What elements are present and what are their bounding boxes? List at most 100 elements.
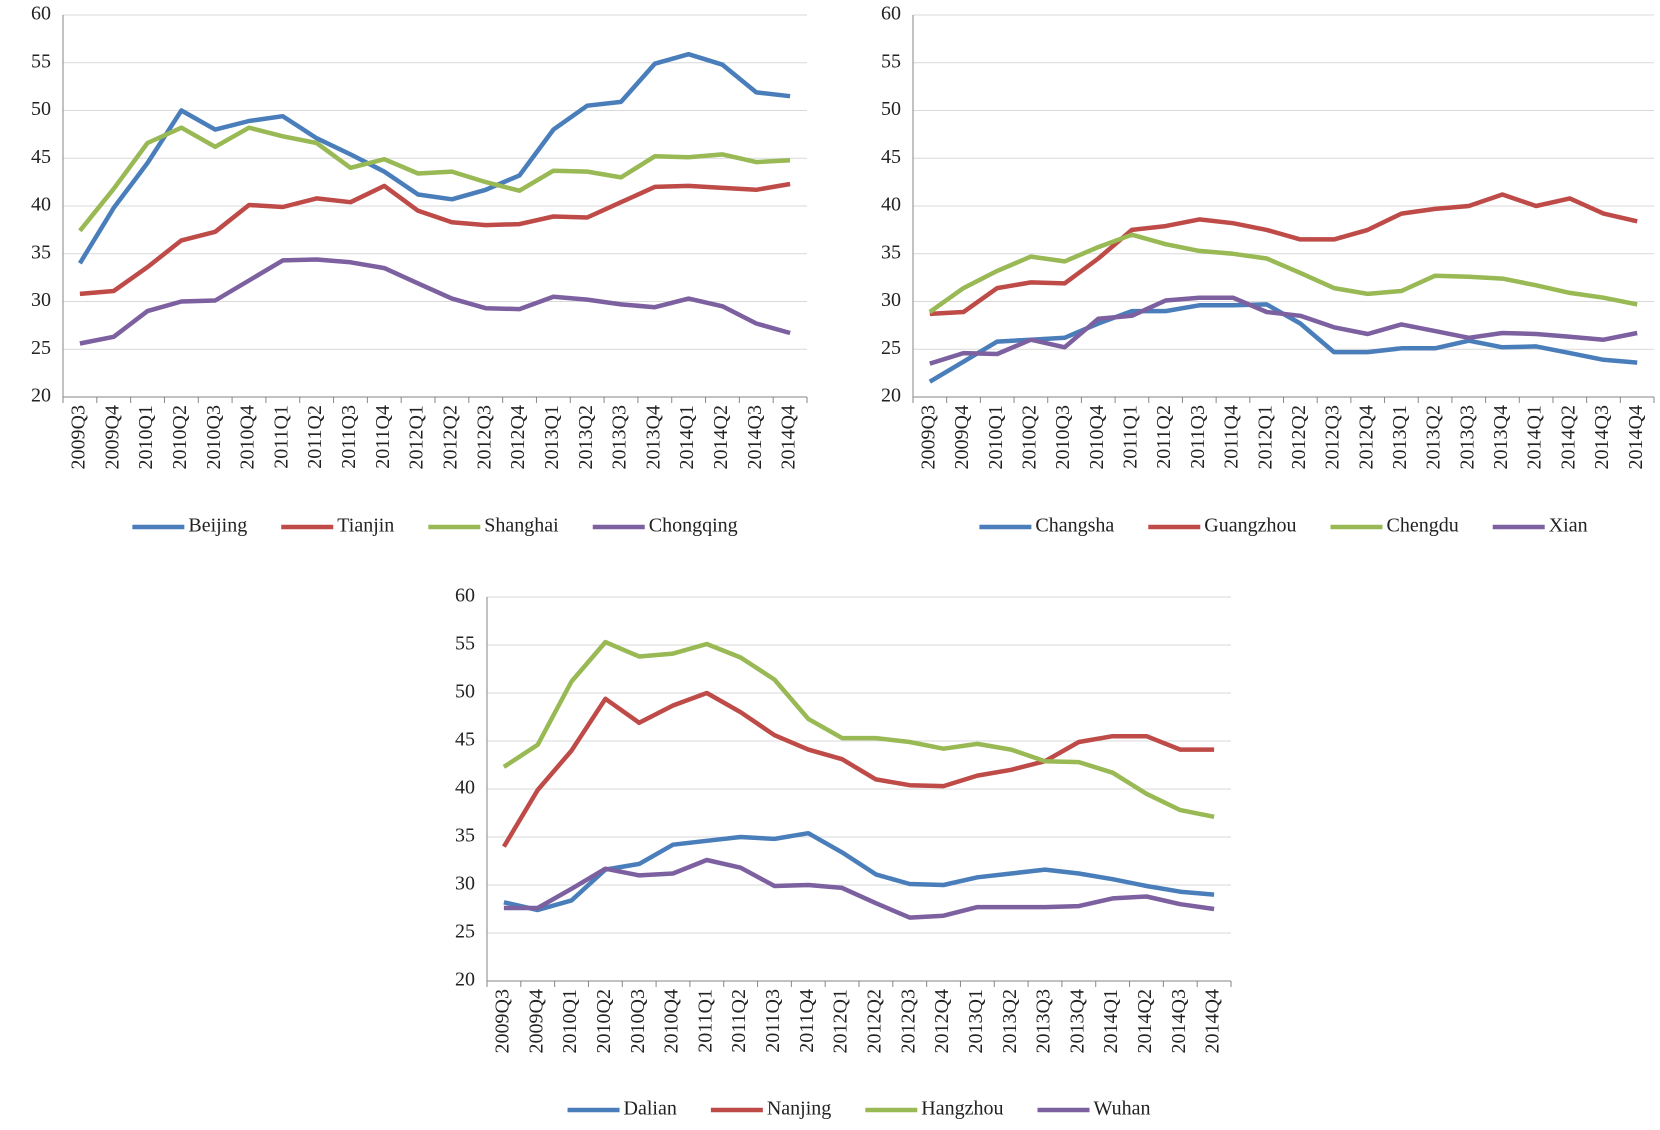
x-tick-label: 2012Q3 xyxy=(473,405,495,469)
x-tick-label: 2011Q3 xyxy=(1187,405,1209,469)
x-tick-label: 2013Q2 xyxy=(999,989,1021,1053)
y-tick-label: 40 xyxy=(31,194,51,216)
x-tick-label: 2012Q2 xyxy=(1288,405,1310,469)
x-tick-label: 2011Q2 xyxy=(1153,405,1175,469)
line-chart: 20 25 30 35 40 45 50 55 60 2009Q3 2009Q4 2010Q1 2010… xyxy=(31,3,808,537)
x-tick-label: 2009Q3 xyxy=(917,405,939,469)
x-tick-label: 2010Q2 xyxy=(593,989,615,1053)
y-tick-label: 60 xyxy=(31,3,51,25)
x-tick-label: 2010Q3 xyxy=(1052,405,1074,469)
y-tick-label: 20 xyxy=(31,385,51,407)
x-tick-label: 2011Q4 xyxy=(372,405,394,469)
x-tick-label: 2009Q4 xyxy=(101,405,123,469)
legend: Dalian Nanjing Hangzhou Wuhan xyxy=(567,1098,1151,1120)
x-tick-label: 2009Q4 xyxy=(525,989,547,1053)
x-tick-label: 2012Q1 xyxy=(406,405,428,469)
y-tick-label: 25 xyxy=(881,337,901,359)
y-tick-label: 25 xyxy=(455,921,475,943)
x-tick-label: 2011Q1 xyxy=(1120,405,1142,469)
x-tick-label: 2014Q2 xyxy=(1134,989,1156,1053)
legend: Beijing Tianjin Shanghai Chongqing xyxy=(132,515,738,537)
x-tick-label: 2011Q4 xyxy=(1221,405,1243,469)
x-tick-label: 2014Q4 xyxy=(1625,405,1647,469)
x-tick-label: 2013Q2 xyxy=(1423,405,1445,469)
y-tick-label: 55 xyxy=(31,50,51,72)
x-tick-label: 2010Q1 xyxy=(559,989,581,1053)
x-tick-label: 2012Q4 xyxy=(507,405,529,469)
legend-label: Nanjing xyxy=(767,1098,831,1120)
y-tick-label: 30 xyxy=(31,289,51,311)
line-chart: 20 25 30 35 40 45 50 55 60 2009Q3 2009Q4 2010Q1 2010… xyxy=(455,585,1232,1120)
x-tick-label: 2014Q4 xyxy=(778,405,800,469)
series-line xyxy=(77,51,791,265)
x-tick-label: 2011Q1 xyxy=(694,989,716,1053)
y-tick-label: 50 xyxy=(455,681,475,703)
x-tick-label: 2012Q1 xyxy=(1254,405,1276,469)
y-tick-label: 40 xyxy=(455,777,475,799)
series-line xyxy=(502,639,1215,820)
y-tick-label: 55 xyxy=(455,633,475,655)
y-tick-label: 35 xyxy=(881,241,901,263)
y-tick-label: 20 xyxy=(455,969,475,991)
x-tick-label: 2014Q2 xyxy=(710,405,732,469)
line-chart: 20 25 30 35 40 45 50 55 60 2009Q3 2009Q4 2010Q1 2010… xyxy=(881,3,1655,537)
y-tick-label: 45 xyxy=(31,146,51,168)
legend-label: Tianjin xyxy=(337,515,394,537)
y-tick-label: 50 xyxy=(881,98,901,120)
legend-label: Dalian xyxy=(624,1098,677,1120)
x-tick-label: 2012Q3 xyxy=(1322,405,1344,469)
y-tick-label: 30 xyxy=(881,289,901,311)
legend-label: Wuhan xyxy=(1094,1098,1151,1120)
x-tick-label: 2012Q2 xyxy=(440,405,462,469)
y-tick-label: 45 xyxy=(881,146,901,168)
series-line xyxy=(503,830,1215,913)
x-tick-label: 2014Q3 xyxy=(1168,989,1190,1053)
x-tick-label: 2014Q3 xyxy=(744,405,766,469)
x-tick-label: 2009Q3 xyxy=(68,405,90,469)
x-tick-label: 2009Q3 xyxy=(492,989,514,1053)
x-tick-label: 2013Q3 xyxy=(1456,405,1478,469)
x-tick-label: 2011Q3 xyxy=(338,405,360,469)
legend: Changsha Guangzhou Chengdu Xian xyxy=(979,515,1588,537)
y-tick-label: 50 xyxy=(31,98,51,120)
legend-label: Beijing xyxy=(188,515,247,537)
y-tick-label: 25 xyxy=(31,337,51,359)
y-tick-label: 20 xyxy=(881,385,901,407)
x-tick-label: 2009Q4 xyxy=(951,405,973,469)
series-line xyxy=(79,257,791,346)
x-tick-label: 2010Q1 xyxy=(985,405,1007,469)
x-tick-label: 2010Q4 xyxy=(1086,405,1108,469)
legend-label: Changsha xyxy=(1035,515,1114,537)
x-tick-label: 2010Q4 xyxy=(661,989,683,1053)
x-tick-label: 2010Q3 xyxy=(627,989,649,1053)
x-tick-label: 2014Q1 xyxy=(676,405,698,469)
x-tick-label: 2013Q4 xyxy=(1490,405,1512,469)
y-tick-label: 35 xyxy=(31,241,51,263)
x-tick-label: 2012Q4 xyxy=(1355,405,1377,469)
x-tick-label: 2012Q4 xyxy=(931,989,953,1053)
x-tick-label: 2013Q1 xyxy=(965,989,987,1053)
x-tick-label: 2011Q4 xyxy=(796,989,818,1053)
series-line xyxy=(928,232,1638,314)
legend-label: Chongqing xyxy=(649,515,738,537)
x-tick-label: 2014Q2 xyxy=(1557,405,1579,469)
x-tick-label: 2013Q1 xyxy=(541,405,563,469)
y-tick-label: 35 xyxy=(455,825,475,847)
x-tick-label: 2014Q1 xyxy=(1524,405,1546,469)
y-tick-label: 60 xyxy=(881,3,901,25)
x-tick-label: 2010Q2 xyxy=(1018,405,1040,469)
x-tick-label: 2012Q1 xyxy=(830,989,852,1053)
x-tick-label: 2013Q1 xyxy=(1389,405,1411,469)
x-tick-label: 2013Q3 xyxy=(1033,989,1055,1053)
series-line xyxy=(79,181,791,297)
legend-label: Guangzhou xyxy=(1204,515,1296,537)
x-tick-label: 2011Q2 xyxy=(728,989,750,1053)
x-tick-label: 2012Q3 xyxy=(897,989,919,1053)
y-tick-label: 45 xyxy=(455,729,475,751)
x-tick-label: 2011Q3 xyxy=(762,989,784,1053)
y-tick-label: 40 xyxy=(881,194,901,216)
series-line xyxy=(78,125,791,233)
legend-label: Hangzhou xyxy=(921,1098,1003,1120)
